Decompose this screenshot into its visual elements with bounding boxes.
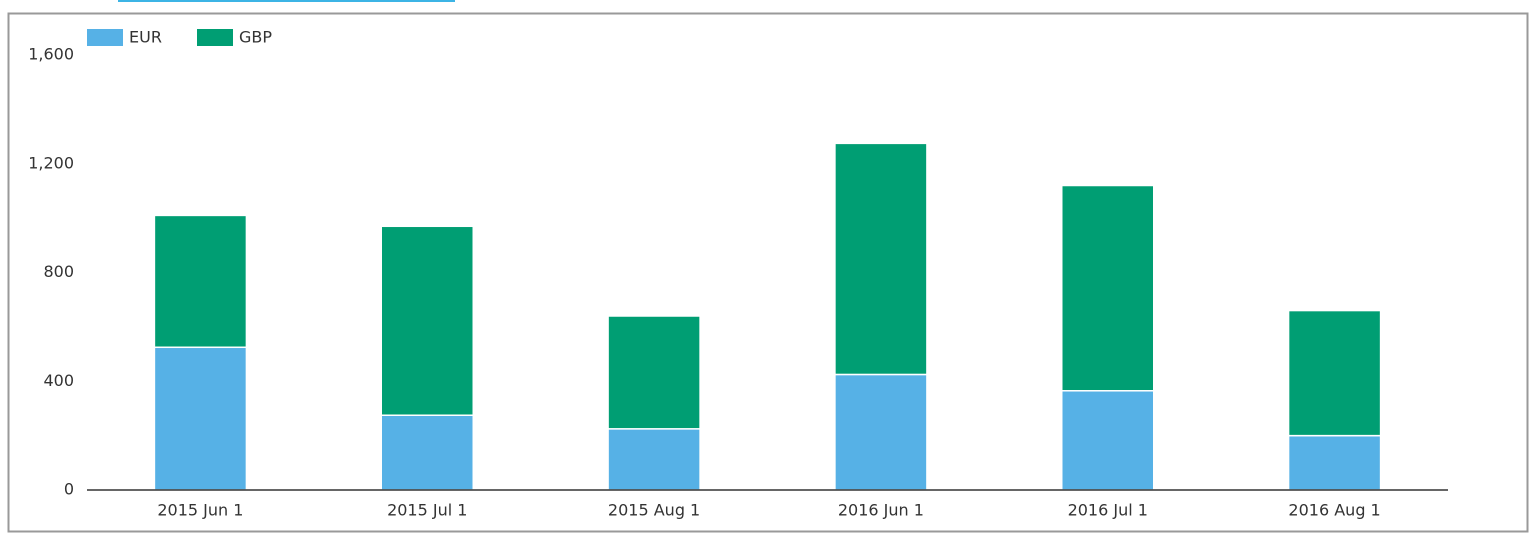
legend-swatch bbox=[197, 29, 233, 46]
bar-segment bbox=[1061, 390, 1155, 491]
bar-segment bbox=[380, 225, 474, 416]
x-tick-label: 2015 Jun 1 bbox=[157, 501, 243, 520]
x-tick-label: 2015 Jul 1 bbox=[387, 501, 467, 520]
bar-segment bbox=[834, 373, 928, 491]
x-tick-label: 2016 Aug 1 bbox=[1288, 501, 1380, 520]
x-tick-label: 2016 Jun 1 bbox=[838, 501, 924, 520]
chart-frame bbox=[7, 12, 1529, 533]
y-tick-label: 400 bbox=[43, 371, 74, 390]
legend-swatch bbox=[87, 29, 123, 46]
legend-label: GBP bbox=[239, 28, 272, 47]
bar-segment bbox=[1287, 434, 1382, 491]
bar-segment bbox=[1061, 184, 1155, 392]
bar-segment bbox=[380, 414, 474, 491]
bar-segment bbox=[607, 315, 701, 430]
tab-indicator bbox=[118, 0, 455, 2]
y-tick-label: 1,200 bbox=[28, 153, 74, 172]
y-tick-label: 1,600 bbox=[28, 45, 74, 64]
bar-segment bbox=[1287, 309, 1382, 437]
bar-segment bbox=[834, 142, 928, 376]
legend-label: EUR bbox=[129, 28, 162, 47]
y-tick-label: 800 bbox=[43, 262, 74, 281]
bar-segment bbox=[153, 214, 248, 349]
x-tick-label: 2016 Jul 1 bbox=[1068, 501, 1148, 520]
bar-segment bbox=[153, 346, 248, 491]
bar-segment bbox=[607, 428, 701, 491]
y-tick-label: 0 bbox=[64, 480, 74, 499]
x-tick-label: 2015 Aug 1 bbox=[608, 501, 700, 520]
